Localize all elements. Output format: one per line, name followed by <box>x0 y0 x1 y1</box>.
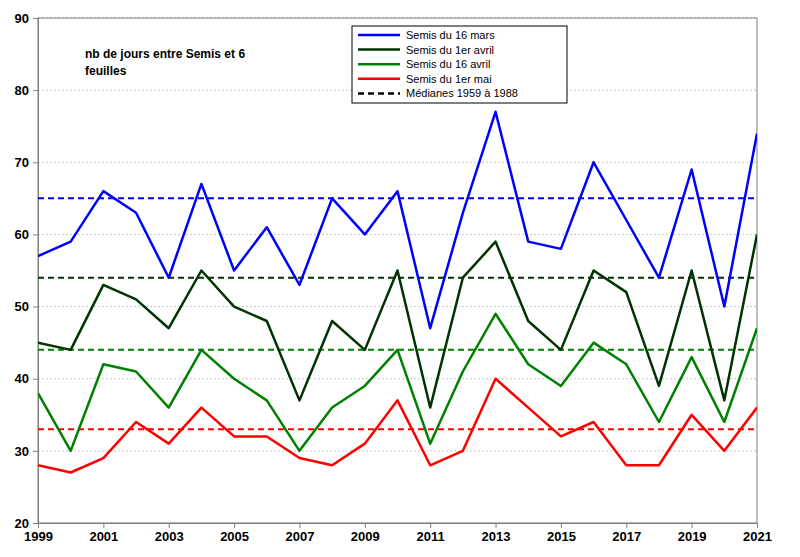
series-line <box>38 379 757 473</box>
plot-area <box>38 112 757 473</box>
x-tick-mark <box>692 523 693 528</box>
x-tick-mark <box>103 523 104 528</box>
legend-label: Médianes 1959 à 1988 <box>406 87 518 99</box>
y-tick-label: 70 <box>15 155 29 170</box>
legend-label: Semis du 16 avril <box>406 58 490 70</box>
y-tick-label: 50 <box>15 299 29 314</box>
y-tick-label: 60 <box>15 227 29 242</box>
y-tick: 90 <box>15 11 38 26</box>
legend: Semis du 16 mars Semis du 1er avril Semis … <box>352 26 567 103</box>
x-tick-label: 2017 <box>612 529 641 544</box>
x-tick-label: 2005 <box>220 529 249 544</box>
x-tick: 2005 <box>220 523 249 544</box>
y-tick-mark <box>33 18 38 19</box>
x-axis: 1999 2001 2003 2005 2007 2009 2011 2013 2015 2017… <box>24 523 772 544</box>
x-tick-label: 2013 <box>482 529 511 544</box>
x-tick-label: 1999 <box>24 529 53 544</box>
title: nb de jours entre Semis et 6feuilles <box>85 47 245 78</box>
y-tick-label: 80 <box>15 83 29 98</box>
legend-label: Semis du 1er mai <box>406 73 492 85</box>
x-tick-label: 2019 <box>678 529 707 544</box>
x-tick: 2007 <box>285 523 314 544</box>
y-tick-mark <box>33 234 38 235</box>
median-line <box>38 277 757 279</box>
legend-swatch <box>358 78 400 81</box>
y-tick-label: 30 <box>15 444 29 459</box>
grid-line <box>38 378 757 379</box>
y-tick: 40 <box>15 371 38 386</box>
grid-line <box>38 162 757 163</box>
chart: 1999 2001 2003 2005 2007 2009 2011 2013 2015 2017… <box>0 0 800 557</box>
x-tick: 2021 <box>743 523 772 544</box>
x-tick-mark <box>169 523 170 528</box>
x-tick-mark <box>299 523 300 528</box>
y-tick-mark <box>33 451 38 452</box>
median-line <box>38 197 757 199</box>
y-axis: 20 30 40 50 60 70 80 90 <box>15 11 39 531</box>
x-tick: 2019 <box>678 523 707 544</box>
y-tick-mark <box>33 307 38 308</box>
grid-line <box>38 450 757 451</box>
y-tick-mark <box>33 523 38 524</box>
x-tick-mark <box>430 523 431 528</box>
x-tick-mark <box>757 523 758 528</box>
legend-swatch <box>358 34 400 37</box>
legend-swatch <box>358 92 400 95</box>
x-tick-label: 2003 <box>155 529 184 544</box>
grid <box>38 18 757 523</box>
x-tick-mark <box>365 523 366 528</box>
legend-swatch <box>358 48 400 51</box>
x-tick-mark <box>234 523 235 528</box>
x-tick-label: 2009 <box>351 529 380 544</box>
x-tick: 2001 <box>89 523 118 544</box>
series-line <box>38 314 757 451</box>
x-tick-label: 2021 <box>743 529 772 544</box>
x-tick-label: 2015 <box>547 529 576 544</box>
y-tick: 80 <box>15 83 38 98</box>
y-tick-label: 20 <box>15 516 29 531</box>
y-tick-mark <box>33 379 38 380</box>
series-line <box>38 112 757 328</box>
legend-box <box>352 26 567 103</box>
legend-label: Semis du 16 mars <box>406 29 495 41</box>
x-tick: 2011 <box>417 523 445 544</box>
y-tick: 20 <box>15 516 38 531</box>
plot-frame <box>38 18 757 523</box>
y-tick-label: 40 <box>15 371 29 386</box>
y-tick-mark <box>33 90 38 91</box>
x-tick: 2009 <box>351 523 380 544</box>
x-tick: 2017 <box>612 523 641 544</box>
x-tick-label: 2007 <box>285 529 314 544</box>
y-tick: 60 <box>15 227 38 242</box>
x-tick-label: 2001 <box>89 529 118 544</box>
x-tick-mark <box>626 523 627 528</box>
x-tick-mark <box>561 523 562 528</box>
y-tick: 70 <box>15 155 38 170</box>
x-tick: 2003 <box>155 523 184 544</box>
x-tick: 2013 <box>482 523 511 544</box>
x-tick: 2015 <box>547 523 576 544</box>
y-tick-mark <box>33 162 38 163</box>
legend-label: Semis du 1er avril <box>406 44 494 56</box>
y-tick: 30 <box>15 444 38 459</box>
legend-swatch <box>358 63 400 66</box>
y-tick: 50 <box>15 299 38 314</box>
x-tick-mark <box>496 523 497 528</box>
x-axis-line <box>39 524 758 529</box>
y-tick-label: 90 <box>15 11 29 26</box>
x-tick-label: 2011 <box>417 529 445 544</box>
